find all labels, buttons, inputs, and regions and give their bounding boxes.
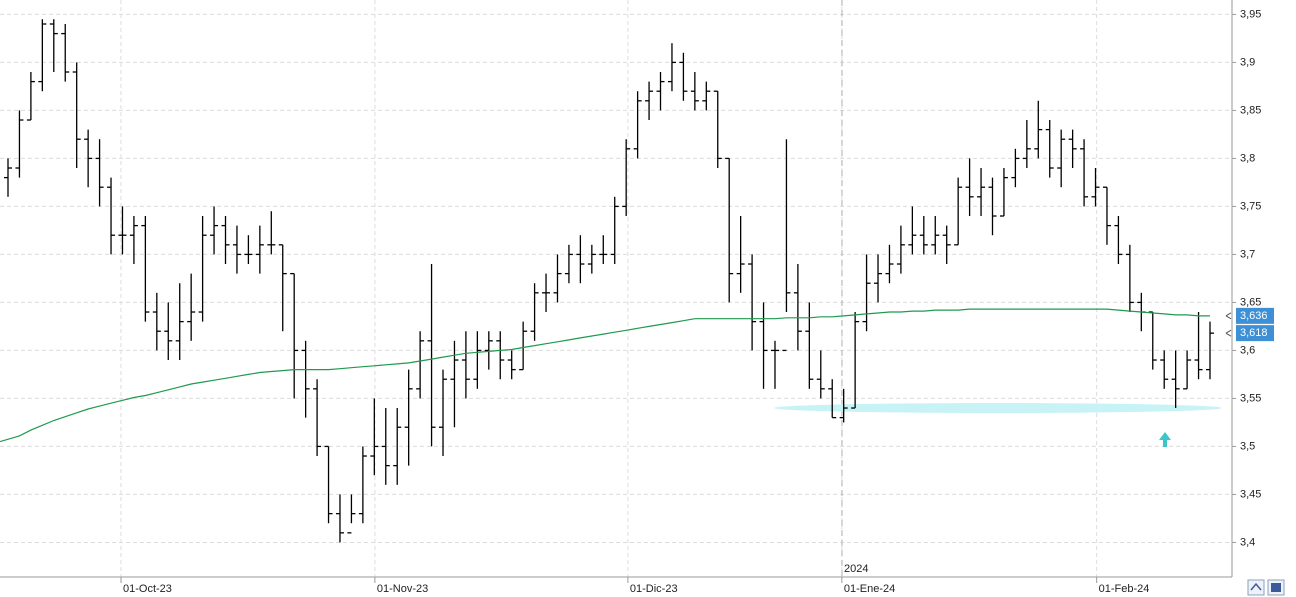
y-tick-label: 3,95 <box>1240 8 1261 20</box>
save-icon <box>1271 583 1281 592</box>
y-tick-label: 3,7 <box>1240 248 1255 260</box>
last-value-pointer <box>1225 329 1232 337</box>
year-annotation: 2024 <box>844 563 868 575</box>
last-value-badge <box>1236 307 1274 324</box>
last-value-label: 3,636 <box>1240 310 1268 322</box>
toolbar-icon <box>1250 582 1262 591</box>
y-tick-label: 3,4 <box>1240 536 1255 548</box>
y-tick-label: 3,45 <box>1240 488 1261 500</box>
x-tick-label: 01-Nov-23 <box>377 583 428 595</box>
y-tick-label: 3,85 <box>1240 104 1261 116</box>
last-value-label: 3,618 <box>1240 327 1268 339</box>
y-tick-label: 3,9 <box>1240 56 1255 68</box>
x-tick-label: 01-Ene-24 <box>844 583 895 595</box>
y-tick-label: 3,8 <box>1240 152 1255 164</box>
last-value-pointer <box>1225 312 1232 320</box>
x-tick-label: 01-Feb-24 <box>1099 583 1150 595</box>
marks <box>0 19 1214 543</box>
toolbar-button[interactable] <box>1247 579 1265 596</box>
axis: 3,4 3,45 3,5 3,55 3,6 3,65 3,7 3,75 3,8 3,85 3,9 3,… <box>120 8 1274 595</box>
moving-average-line <box>0 308 1210 443</box>
y-tick-label: 3,75 <box>1240 200 1261 212</box>
support-highlight <box>774 403 1222 413</box>
x-tick-label: 01-Oct-23 <box>123 583 172 595</box>
y-tick-label: 3,5 <box>1240 440 1255 452</box>
y-tick-label: 3,65 <box>1240 296 1261 308</box>
x-tick-label: 01-Dic-23 <box>630 583 678 595</box>
y-tick-label: 3,55 <box>1240 392 1261 404</box>
last-value-badge <box>1236 325 1274 342</box>
y-tick-label: 3,6 <box>1240 344 1255 356</box>
up-arrow <box>1159 432 1171 447</box>
